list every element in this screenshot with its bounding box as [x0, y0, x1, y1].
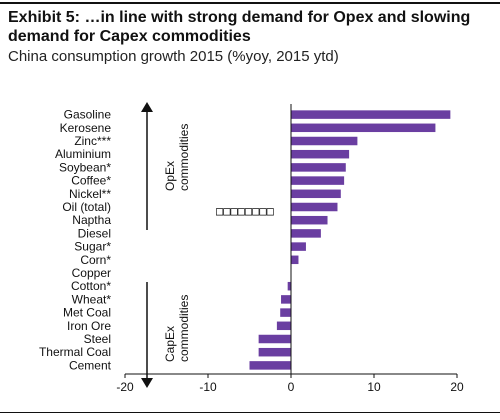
chart-subtitle: China consumption growth 2015 (%yoy, 201… — [8, 48, 339, 65]
capex-group-label-1: CapEx — [163, 326, 177, 362]
category-label: Wheat* — [72, 292, 112, 306]
category-label: Diesel — [78, 226, 111, 240]
opex-group-label-2: commodities — [177, 124, 191, 191]
category-label: Gasoline — [64, 108, 112, 122]
opex-arrow-head — [141, 102, 153, 112]
bar-wheat — [281, 295, 291, 304]
bar-zinc — [291, 136, 358, 146]
bar-steel — [258, 334, 291, 344]
overlay-text: □□□□□□□□ — [216, 204, 274, 218]
bar-diesel — [291, 229, 321, 238]
category-label: Steel — [84, 332, 111, 346]
bar-met-coal — [280, 308, 291, 317]
bar-cement — [249, 361, 291, 370]
category-label: Cement — [69, 358, 112, 372]
x-tick-label: 10 — [367, 380, 381, 394]
chart-title: Exhibit 5: …in line with strong demand f… — [8, 9, 471, 45]
bar-kerosene — [291, 123, 436, 133]
category-label: Naptha — [72, 213, 111, 227]
category-label: Oil (total) — [62, 200, 111, 214]
category-label: Nickel** — [69, 187, 111, 201]
bar-oil-total — [291, 202, 338, 212]
category-label: Copper — [72, 266, 111, 280]
bar-aluminium — [291, 149, 350, 159]
bar-soybean — [291, 163, 346, 172]
category-label: Met Coal — [63, 306, 111, 320]
category-label: Zinc*** — [74, 134, 111, 148]
x-tick-label: -10 — [199, 380, 217, 394]
category-label: Corn* — [80, 253, 111, 267]
bar-naptha — [291, 215, 328, 225]
bar-coffee — [291, 176, 345, 185]
bottom-rule — [0, 412, 500, 413]
category-label: Sugar* — [74, 240, 111, 254]
bar-corn — [291, 255, 299, 265]
category-label: Kerosene — [60, 121, 112, 135]
top-rule — [0, 2, 500, 4]
bar-gasoline — [291, 110, 451, 119]
category-label: Thermal Coal — [39, 345, 111, 359]
category-label: Coffee* — [71, 174, 111, 188]
bar-thermal-coal — [258, 347, 291, 357]
capex-group-label-2: commodities — [177, 295, 191, 362]
category-label: Iron Ore — [67, 319, 111, 333]
x-tick-label: -20 — [116, 380, 134, 394]
category-label: Soybean* — [59, 160, 111, 174]
bar-cotton — [287, 281, 291, 291]
category-label: Cotton* — [71, 279, 111, 293]
x-tick-label: 20 — [450, 380, 464, 394]
bar-nickel — [291, 189, 341, 199]
bar-iron-ore — [276, 321, 291, 331]
capex-arrow-head — [141, 378, 153, 388]
opex-group-label-1: OpEx — [163, 161, 177, 191]
x-tick-label: 0 — [288, 380, 295, 394]
bar-sugar — [291, 242, 306, 251]
category-label: Aluminium — [55, 147, 111, 161]
